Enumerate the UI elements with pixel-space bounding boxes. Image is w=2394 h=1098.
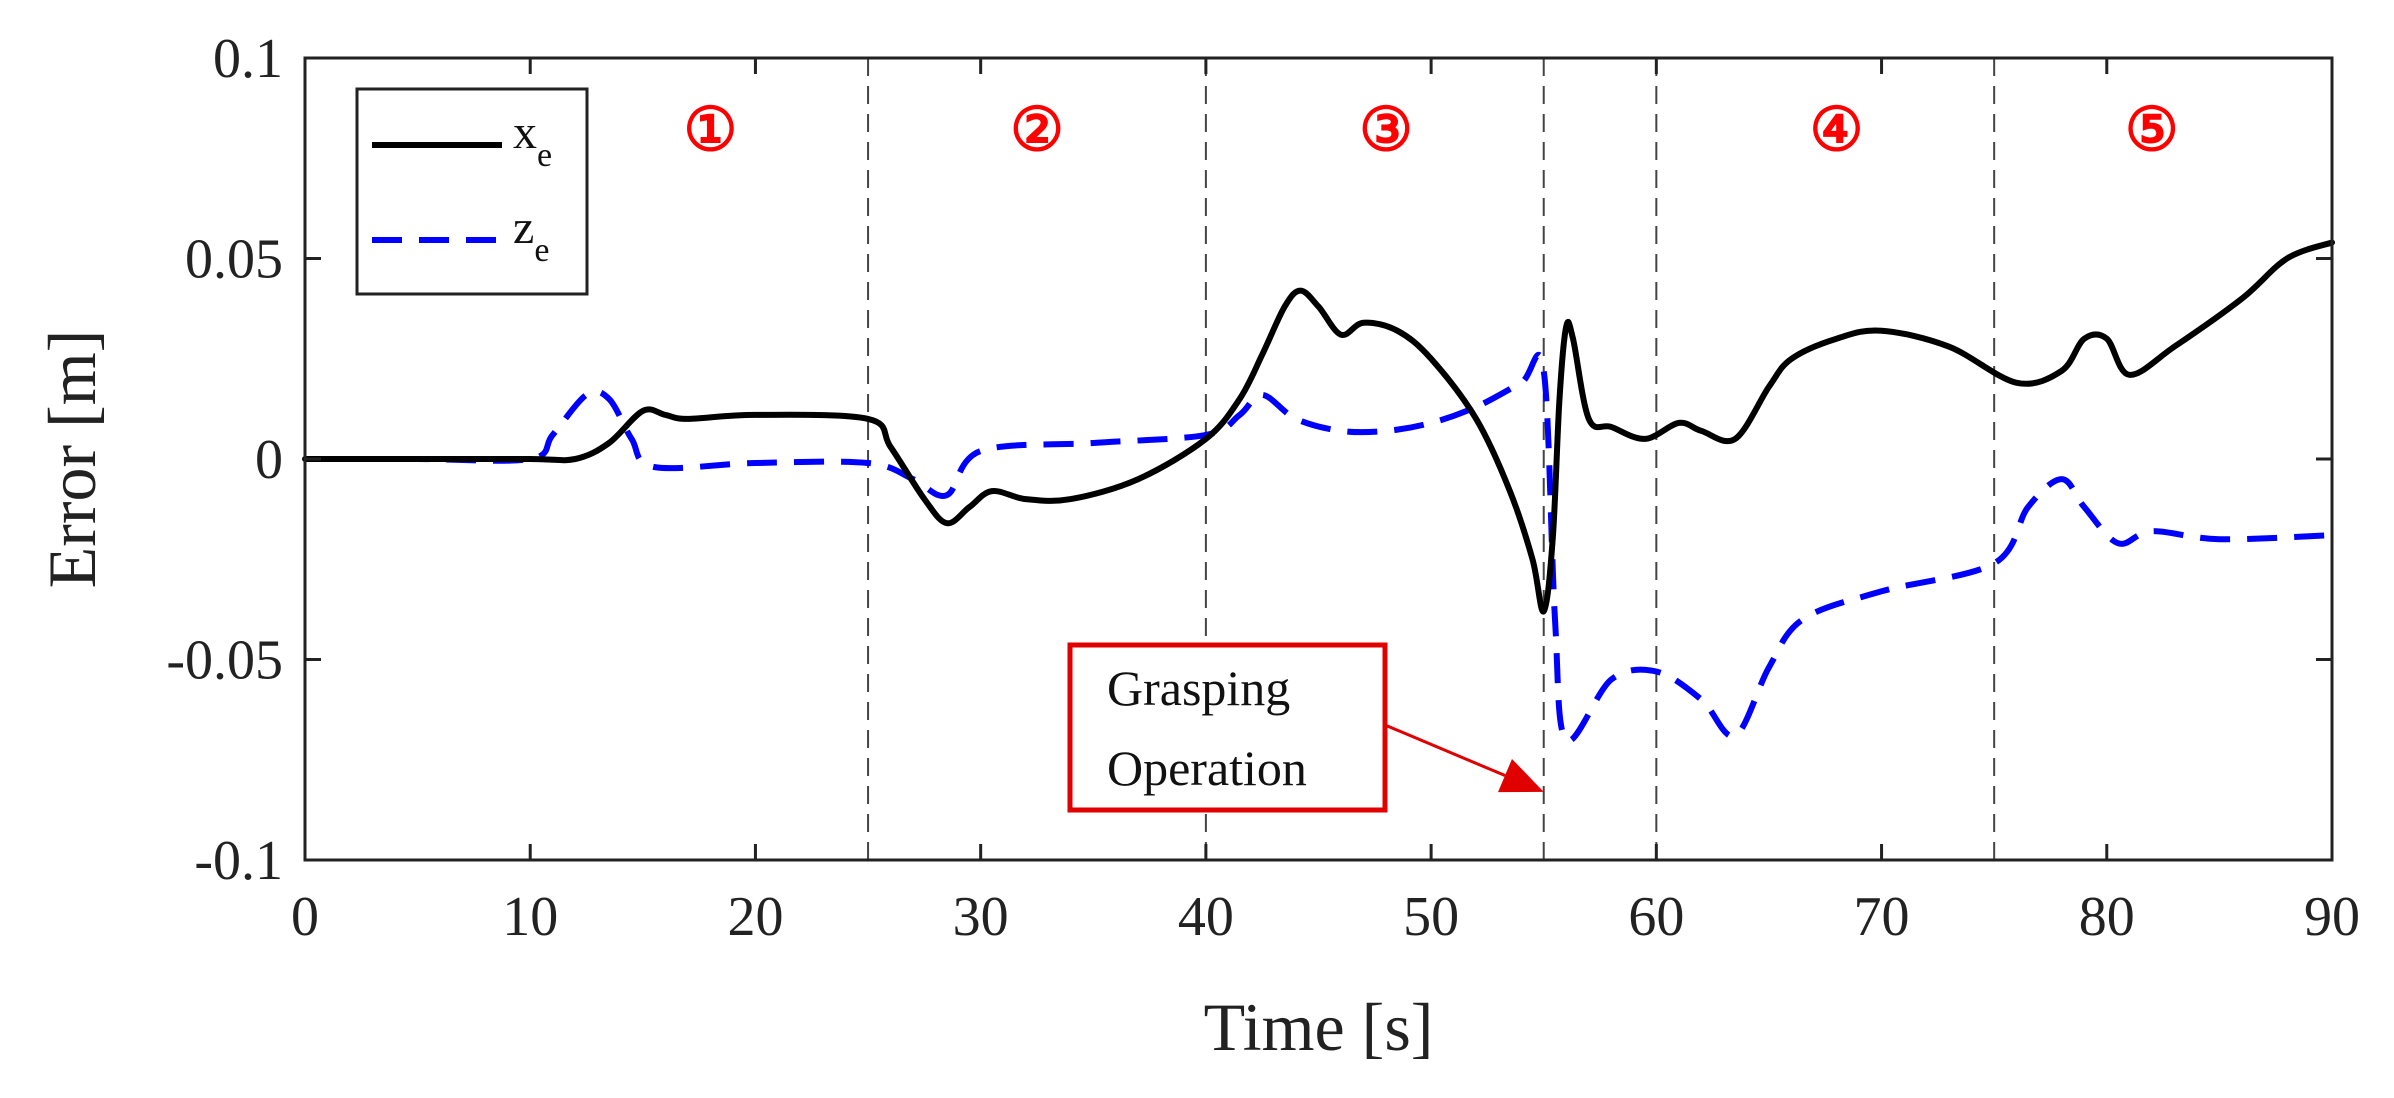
- x-axis-title: Time [s]: [1204, 989, 1434, 1065]
- y-tick-label: 0: [255, 429, 283, 491]
- x-tick-label: 30: [953, 886, 1009, 948]
- annotation-arrowhead: [1498, 758, 1544, 793]
- annotation-arrow-line: [1384, 723, 1506, 777]
- x-tick-label: 20: [727, 886, 783, 948]
- series-line-z-e: [305, 351, 2333, 744]
- x-tick-label: 0: [291, 886, 319, 948]
- phase-divider-lines: [867, 58, 1996, 860]
- annotation-line-2: Operation: [1107, 740, 1307, 796]
- y-tick-label: -0.05: [166, 630, 283, 692]
- x-tick-label: 60: [1628, 886, 1684, 948]
- series-layer: [302, 239, 2335, 744]
- annotation-line-1: Grasping: [1107, 660, 1290, 716]
- x-tick-label: 50: [1403, 886, 1459, 948]
- legend: xe ze: [355, 87, 589, 296]
- phase-label-2: ②: [1010, 97, 1064, 163]
- phase-label-5: ⑤: [2125, 97, 2179, 163]
- phase-labels: ① ② ③ ④ ⑤: [684, 97, 2179, 163]
- legend-label-z-e: ze: [513, 201, 549, 269]
- x-tick-label: 40: [1178, 886, 1234, 948]
- axis-ticks: 0 10 20 30 40 50 60 70 80 90 -0.1 -0.05 0 0.05 0.1: [166, 28, 2360, 948]
- annotation-box: [1067, 642, 1388, 813]
- y-tick-label: -0.1: [194, 830, 283, 892]
- phase-label-1: ①: [684, 97, 738, 163]
- legend-label-x-e: xe: [513, 106, 552, 174]
- legend-box: [355, 87, 589, 296]
- x-tick-label: 90: [2304, 886, 2360, 948]
- x-tick-label: 10: [502, 886, 558, 948]
- phase-label-3: ③: [1359, 97, 1413, 163]
- y-axis-title: Error [m]: [34, 330, 110, 589]
- y-tick-label: 0.05: [185, 229, 283, 291]
- series-line-x-e: [302, 239, 2335, 615]
- grasping-annotation: Grasping Operation: [1067, 642, 1544, 813]
- y-tick-label: 0.1: [213, 28, 283, 90]
- phase-label-4: ④: [1810, 97, 1864, 163]
- x-tick-label: 80: [2079, 886, 2135, 948]
- x-tick-label: 70: [1854, 886, 1910, 948]
